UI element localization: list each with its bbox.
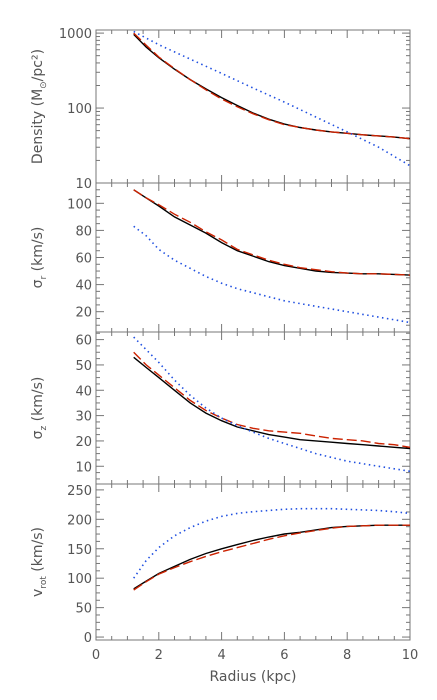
y-tick-label: 10: [75, 177, 92, 192]
y-tick-label: 60: [75, 252, 92, 267]
y-tick-label: 100: [67, 197, 92, 212]
y-tick-label: 200: [67, 513, 92, 528]
y-tick-label: 0: [84, 631, 92, 646]
y-axis-label: Density (M⊙/pc²): [30, 49, 49, 164]
plot-frame: [95, 331, 411, 485]
y-tick-label: 150: [67, 543, 92, 558]
y-tick-label: 40: [75, 384, 92, 399]
series-line-2: [133, 32, 410, 140]
x-tick-label: 6: [280, 648, 288, 663]
y-tick-label: 20: [75, 435, 92, 450]
panel-2: 20 40 60 80 100 σr (km/s): [30, 182, 411, 333]
y-tick-label: 250: [67, 484, 92, 499]
series-line-2: [133, 189, 410, 276]
plot-frame: [95, 29, 411, 184]
y-axis-label: σr (km/s): [30, 227, 49, 289]
panel-3: 10 20 30 40 50 60 σz (km/s): [30, 331, 411, 485]
series-line-3: [133, 30, 410, 167]
series-line-2: [133, 524, 410, 591]
y-axis-label: vrot (km/s): [30, 527, 49, 597]
series-line-1: [133, 356, 410, 450]
x-tick-label: 0: [92, 648, 100, 663]
y-tick-label: 20: [75, 306, 92, 321]
y-tick-label: 60: [75, 334, 92, 349]
x-tick-label: 10: [402, 648, 419, 663]
y-axis-label: σz (km/s): [30, 377, 49, 440]
x-tick-label: 4: [217, 648, 225, 663]
y-tick-label: 40: [75, 279, 92, 294]
y-tick-label: 100: [67, 102, 92, 117]
series-line-3: [133, 225, 410, 324]
panel-4: 0 50 100 150 200 250 vrot (km/s) 0 2 4 6 8 10 Radius …: [30, 483, 419, 685]
series-line-1: [133, 33, 410, 140]
x-axis-label: Radius (kpc): [209, 669, 296, 685]
plot-frame: [95, 483, 411, 641]
series-line-3: [133, 336, 410, 473]
y-tick-label: 50: [75, 359, 92, 374]
y-tick-label: 30: [75, 410, 92, 425]
series-line-1: [133, 189, 410, 276]
y-tick-label: 1000: [59, 27, 92, 42]
panel-1: 10 100 1000 Density (M⊙/pc²): [30, 27, 411, 192]
y-tick-label: 10: [75, 460, 92, 475]
x-tick-label: 2: [155, 648, 163, 663]
series-line-2: [133, 351, 410, 448]
y-tick-label: 80: [75, 224, 92, 239]
y-tick-label: 100: [67, 572, 92, 587]
plot-frame: [95, 182, 411, 333]
y-tick-label: 50: [75, 602, 92, 617]
x-tick-label: 8: [343, 648, 351, 663]
